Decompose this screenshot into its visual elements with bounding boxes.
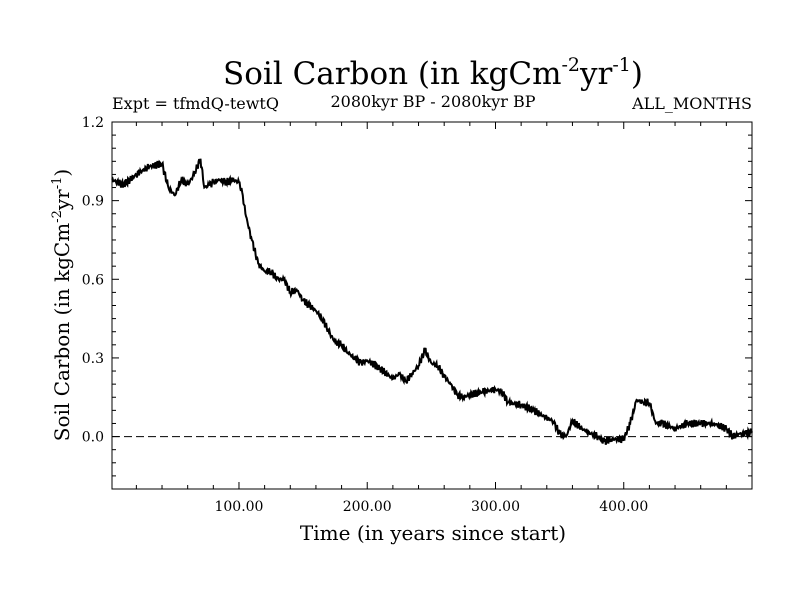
y-axis-label: Soil Carbon (in kgCm-2yr-1) bbox=[50, 169, 74, 441]
axis-ticks bbox=[112, 121, 752, 490]
period-label: 2080kyr BP - 2080kyr BP bbox=[331, 92, 536, 111]
x-tick-labels: 100.00 200.00 300.00 400.00 bbox=[214, 499, 648, 515]
y-tick-label: 1.2 bbox=[82, 115, 104, 131]
y-tick-label: 0.9 bbox=[82, 194, 104, 210]
chart-title: Soil Carbon (in kgCm-2yr-1) bbox=[223, 54, 643, 92]
x-tick-label: 300.00 bbox=[471, 499, 520, 515]
x-tick-label: 200.00 bbox=[343, 499, 392, 515]
x-axis-label: Time (in years since start) bbox=[300, 521, 566, 545]
x-tick-label: 400.00 bbox=[599, 499, 648, 515]
y-tick-labels: 0.0 0.3 0.6 0.9 1.2 bbox=[82, 115, 104, 446]
y-tick-label: 0.0 bbox=[82, 430, 104, 446]
season-label: ALL_MONTHS bbox=[631, 94, 752, 113]
y-tick-label: 0.6 bbox=[82, 272, 104, 288]
experiment-label: Expt = tfmdQ-tewtQ bbox=[112, 94, 279, 113]
y-tick-label: 0.3 bbox=[82, 351, 104, 367]
plot-frame bbox=[111, 121, 753, 490]
x-tick-label: 100.00 bbox=[214, 499, 263, 515]
series-line-soil-carbon bbox=[111, 158, 753, 445]
